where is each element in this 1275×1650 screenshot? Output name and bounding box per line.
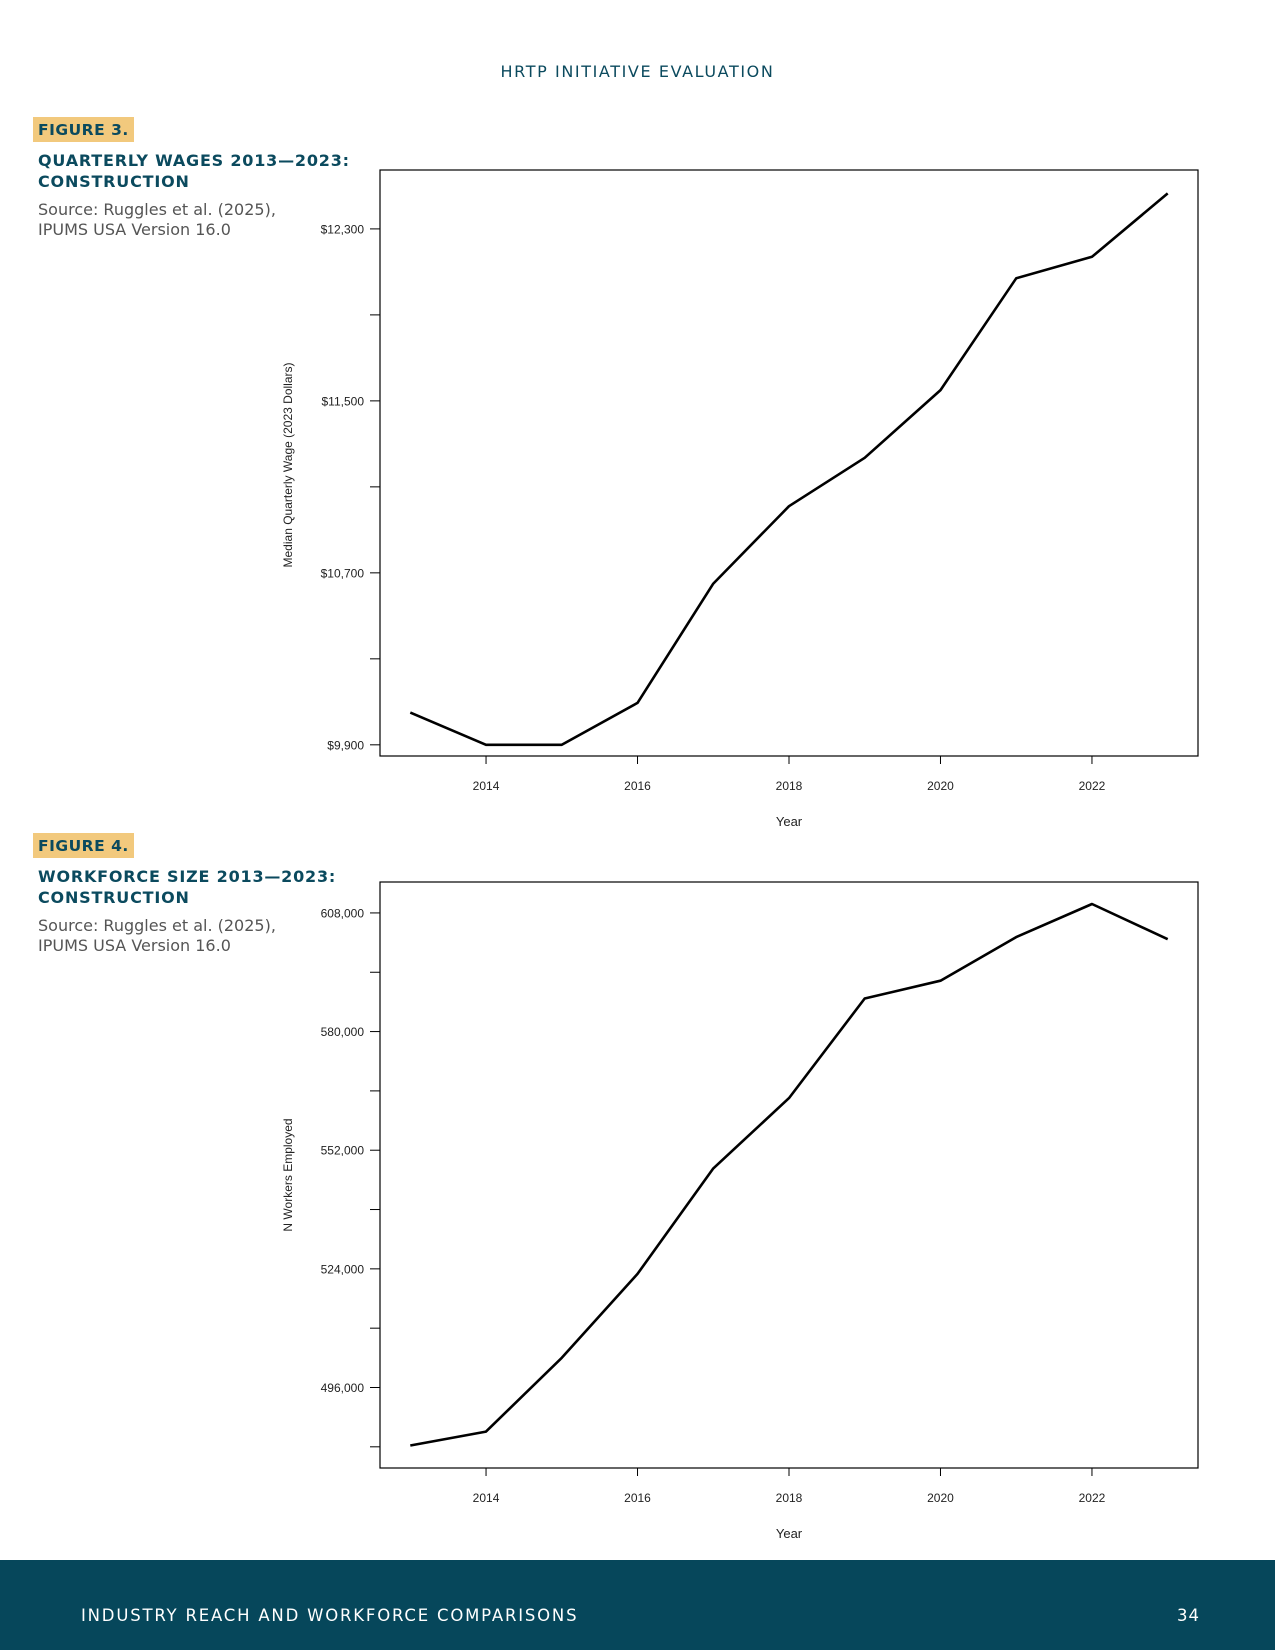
figure-4-source-line-1: Source: Ruggles et al. (2025),	[38, 916, 276, 935]
footer-section-title: INDUSTRY REACH AND WORKFORCE COMPARISONS	[81, 1606, 579, 1625]
x-axis-label: Year	[776, 1526, 803, 1541]
figure-3-title: QUARTERLY WAGES 2013—2023: CONSTRUCTION	[38, 150, 358, 192]
x-tick-label: 2020	[927, 779, 954, 793]
figure-4-title: WORKFORCE SIZE 2013—2023: CONSTRUCTION	[38, 866, 358, 908]
x-tick-label: 2018	[776, 779, 803, 793]
x-tick-label: 2016	[624, 779, 651, 793]
figure-4-title-line-1: WORKFORCE SIZE 2013—2023:	[38, 867, 337, 886]
figure-3-title-line-1: QUARTERLY WAGES 2013—2023:	[38, 151, 350, 170]
figure-4-source: Source: Ruggles et al. (2025), IPUMS USA…	[38, 916, 298, 956]
x-tick-label: 2018	[776, 1491, 803, 1505]
x-tick-label: 2022	[1079, 1491, 1106, 1505]
figure-4-source-line-2: IPUMS USA Version 16.0	[38, 936, 231, 955]
figure-4-title-line-2: CONSTRUCTION	[38, 888, 190, 907]
wage-series-line	[409, 192, 1169, 747]
figure-3-title-line-2: CONSTRUCTION	[38, 172, 190, 191]
y-tick-label: 552,000	[321, 1144, 365, 1158]
workforce-series-line	[410, 902, 1169, 1447]
y-tick-label: 496,000	[321, 1381, 365, 1395]
x-tick-label: 2014	[473, 1491, 500, 1505]
x-axis-label: Year	[776, 814, 803, 829]
x-tick-label: 2016	[624, 1491, 651, 1505]
page-number: 34	[1177, 1606, 1200, 1625]
figure-3-source: Source: Ruggles et al. (2025), IPUMS USA…	[38, 200, 298, 240]
y-tick-label: 524,000	[321, 1262, 365, 1276]
plot-frame	[379, 881, 1199, 1469]
figure-4-label: FIGURE 4.	[33, 833, 134, 858]
y-tick-label: 580,000	[321, 1025, 365, 1039]
figure-3-label: FIGURE 3.	[33, 117, 134, 142]
x-tick-label: 2020	[927, 1491, 954, 1505]
y-axis-label: N Workers Employed	[281, 1118, 295, 1231]
figure-3-source-line-1: Source: Ruggles et al. (2025),	[38, 200, 276, 219]
axis-ticks: 496,000 524,000 552,000 580,000 608,000 2014 2…	[321, 906, 1106, 1505]
x-tick-label: 2022	[1079, 779, 1106, 793]
x-tick-label: 2014	[473, 779, 500, 793]
y-tick-label: $11,500	[322, 394, 365, 408]
y-axis-label: Median Quarterly Wage (2023 Dollars)	[281, 363, 295, 568]
y-tick-label: $9,900	[327, 738, 364, 752]
workforce-line-chart: 496,000 524,000 552,000 580,000 608,000 2014 2…	[281, 881, 1199, 1541]
axis-ticks: $9,900 $10,700 $11,500 $12,300 2014 2016 2018 2…	[321, 222, 1106, 793]
figure-3-source-line-2: IPUMS USA Version 16.0	[38, 220, 231, 239]
y-tick-label: 608,000	[321, 906, 365, 920]
y-tick-label: $10,700	[321, 566, 365, 580]
plot-frame	[379, 169, 1199, 757]
wages-line-chart: $9,900 $10,700 $11,500 $12,300 2014 2016 2018 2…	[281, 169, 1199, 829]
page-footer: INDUSTRY REACH AND WORKFORCE COMPARISONS…	[0, 1560, 1275, 1650]
y-tick-label: $12,300	[321, 222, 365, 236]
running-header: HRTP INITIATIVE EVALUATION	[500, 62, 775, 81]
